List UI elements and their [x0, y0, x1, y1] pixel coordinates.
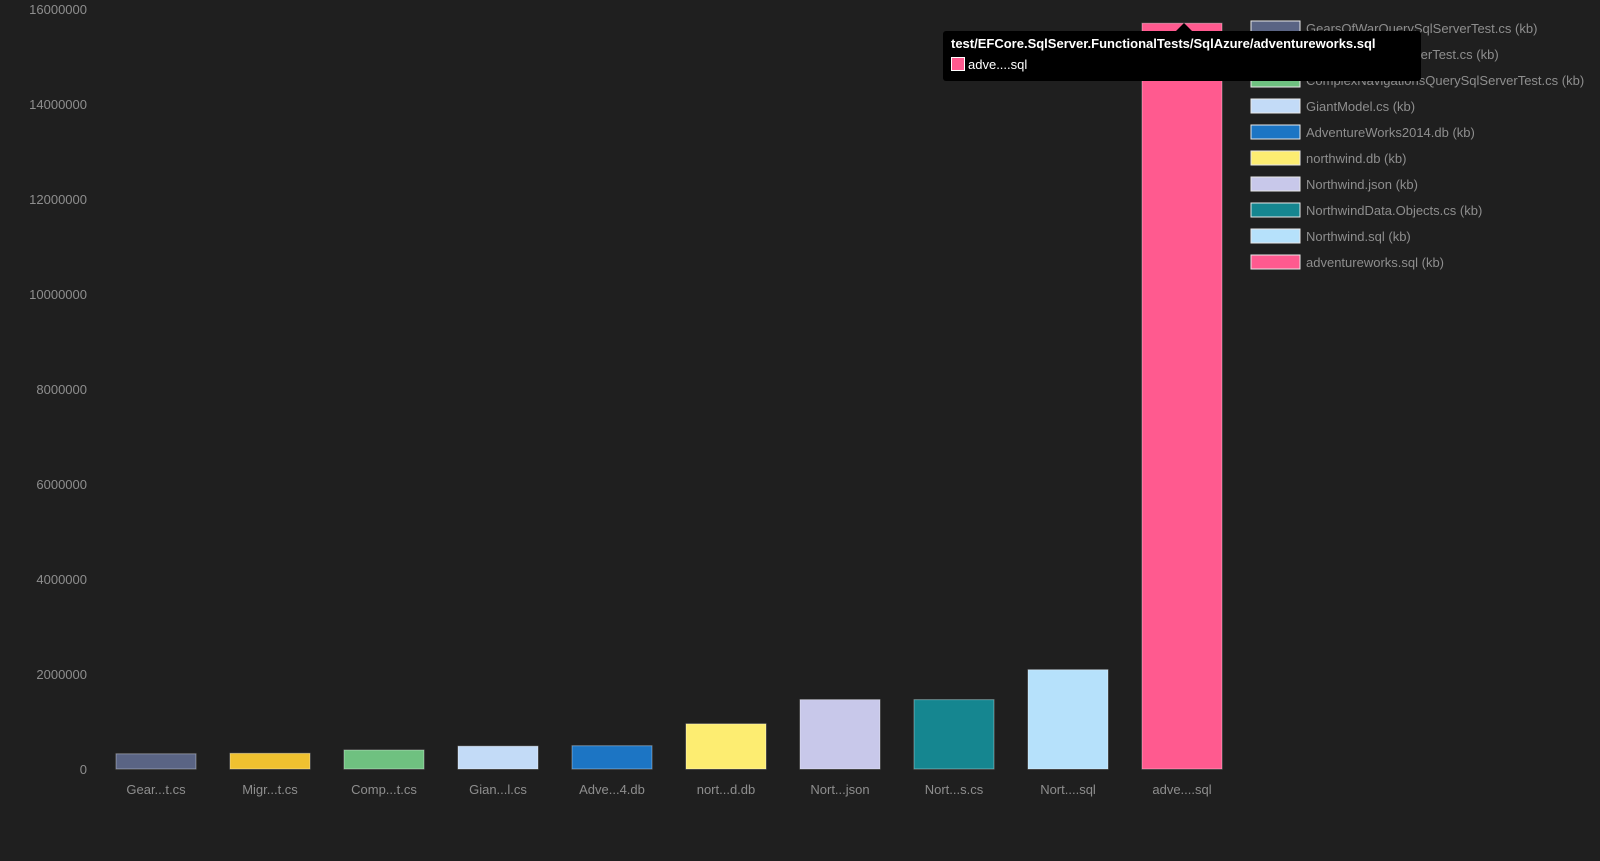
- bar[interactable]: [229, 752, 311, 770]
- bar[interactable]: [1027, 669, 1109, 770]
- x-tick-label: Comp...t.cs: [351, 782, 417, 797]
- bar[interactable]: [115, 753, 197, 770]
- x-tick-label: adve....sql: [1152, 782, 1211, 797]
- y-tick-label: 4000000: [36, 572, 87, 587]
- x-tick-label: nort...d.db: [697, 782, 756, 797]
- y-tick-label: 16000000: [29, 2, 87, 17]
- bar[interactable]: [343, 749, 425, 770]
- tooltip-item-label: adve....sql: [968, 57, 1028, 72]
- legend-swatch[interactable]: [1250, 254, 1301, 270]
- bars: [115, 22, 1223, 770]
- y-axis-ticks: 0 2000000 4000000 6000000 8000000 10000000 120…: [29, 2, 87, 777]
- legend-label[interactable]: northwind.db (kb): [1306, 151, 1406, 166]
- bar[interactable]: [913, 699, 995, 770]
- x-tick-label: Nort....sql: [1040, 782, 1096, 797]
- legend-label[interactable]: Northwind.json (kb): [1306, 177, 1418, 192]
- legend-label[interactable]: AdventureWorks2014.db (kb): [1306, 125, 1475, 140]
- y-tick-label: 12000000: [29, 192, 87, 207]
- y-tick-label: 6000000: [36, 477, 87, 492]
- tooltip-item: adve....sql: [951, 57, 1027, 72]
- tooltip-swatch: [951, 57, 965, 71]
- y-tick-label: 8000000: [36, 382, 87, 397]
- x-axis-ticks: Gear...t.cs Migr...t.cs Comp...t.cs Gian...…: [126, 782, 1211, 797]
- legend-swatch[interactable]: [1250, 228, 1301, 244]
- bar[interactable]: [1141, 22, 1223, 770]
- bar[interactable]: [799, 699, 881, 770]
- x-tick-label: Gian...l.cs: [469, 782, 527, 797]
- bar[interactable]: [571, 745, 653, 770]
- legend-swatch[interactable]: [1250, 124, 1301, 140]
- y-tick-label: 10000000: [29, 287, 87, 302]
- y-tick-label: 0: [80, 762, 87, 777]
- legend-swatch[interactable]: [1250, 202, 1301, 218]
- x-tick-label: Nort...s.cs: [925, 782, 984, 797]
- legend-swatch[interactable]: [1250, 98, 1301, 114]
- x-tick-label: Gear...t.cs: [126, 782, 186, 797]
- y-tick-label: 2000000: [36, 667, 87, 682]
- legend-label[interactable]: NorthwindData.Objects.cs (kb): [1306, 203, 1482, 218]
- x-tick-label: Adve...4.db: [579, 782, 645, 797]
- y-tick-label: 14000000: [29, 97, 87, 112]
- legend-swatch[interactable]: [1250, 150, 1301, 166]
- tooltip: test/EFCore.SqlServer.FunctionalTests/Sq…: [943, 31, 1421, 81]
- legend-label[interactable]: Northwind.sql (kb): [1306, 229, 1411, 244]
- legend-label[interactable]: adventureworks.sql (kb): [1306, 255, 1444, 270]
- tooltip-arrow: [1176, 23, 1192, 31]
- legend-swatch[interactable]: [1250, 176, 1301, 192]
- x-tick-label: Migr...t.cs: [242, 782, 298, 797]
- tooltip-title: test/EFCore.SqlServer.FunctionalTests/Sq…: [951, 36, 1376, 51]
- legend-label[interactable]: GiantModel.cs (kb): [1306, 99, 1415, 114]
- bar[interactable]: [685, 723, 767, 770]
- bar[interactable]: [457, 745, 539, 770]
- x-tick-label: Nort...json: [810, 782, 869, 797]
